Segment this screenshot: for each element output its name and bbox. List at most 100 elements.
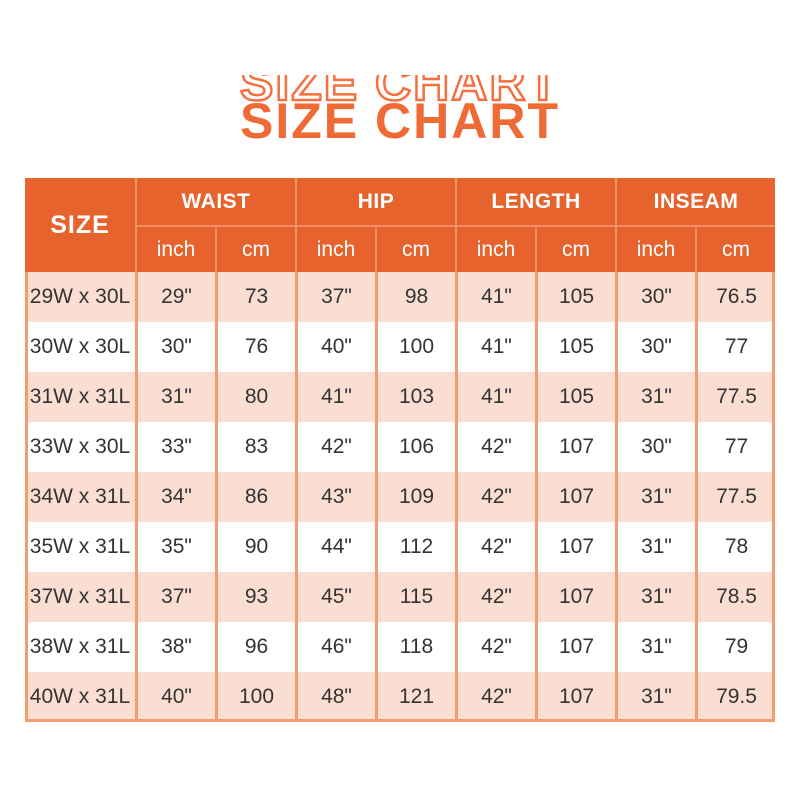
value-cell: 41" xyxy=(295,372,375,422)
header-unit-inseam-cm: cm xyxy=(695,225,775,272)
value-cell: 42" xyxy=(455,422,535,472)
value-cell: 77 xyxy=(695,322,775,372)
value-cell: 105 xyxy=(535,322,615,372)
value-cell: 105 xyxy=(535,372,615,422)
title-block: SIZE CHART SIZE CHART xyxy=(0,0,800,178)
value-cell: 79 xyxy=(695,622,775,672)
value-cell: 46" xyxy=(295,622,375,672)
value-cell: 107 xyxy=(535,472,615,522)
value-cell: 93 xyxy=(215,572,295,622)
value-cell: 42" xyxy=(455,472,535,522)
value-cell: 73 xyxy=(215,272,295,322)
value-cell: 42" xyxy=(455,672,535,722)
value-cell: 80 xyxy=(215,372,295,422)
header-unit-hip-cm: cm xyxy=(375,225,455,272)
value-cell: 29" xyxy=(135,272,215,322)
value-cell: 107 xyxy=(535,522,615,572)
header-group-hip: HIP xyxy=(295,178,455,225)
value-cell: 78.5 xyxy=(695,572,775,622)
size-cell: 40W x 31L xyxy=(25,672,135,722)
size-cell: 29W x 30L xyxy=(25,272,135,322)
value-cell: 40" xyxy=(295,322,375,372)
value-cell: 98 xyxy=(375,272,455,322)
value-cell: 86 xyxy=(215,472,295,522)
value-cell: 77 xyxy=(695,422,775,472)
value-cell: 37" xyxy=(135,572,215,622)
page-title: SIZE CHART xyxy=(240,93,560,149)
header-size: SIZE xyxy=(25,178,135,272)
size-cell: 30W x 30L xyxy=(25,322,135,372)
value-cell: 115 xyxy=(375,572,455,622)
value-cell: 105 xyxy=(535,272,615,322)
value-cell: 42" xyxy=(455,522,535,572)
value-cell: 41" xyxy=(455,322,535,372)
value-cell: 106 xyxy=(375,422,455,472)
value-cell: 34" xyxy=(135,472,215,522)
value-cell: 118 xyxy=(375,622,455,672)
value-cell: 44" xyxy=(295,522,375,572)
header-group-inseam: INSEAM xyxy=(615,178,775,225)
value-cell: 121 xyxy=(375,672,455,722)
value-cell: 31" xyxy=(615,672,695,722)
header-unit-length-inch: inch xyxy=(455,225,535,272)
value-cell: 76.5 xyxy=(695,272,775,322)
value-cell: 37" xyxy=(295,272,375,322)
value-cell: 107 xyxy=(535,672,615,722)
value-cell: 77.5 xyxy=(695,472,775,522)
value-cell: 48" xyxy=(295,672,375,722)
value-cell: 30" xyxy=(135,322,215,372)
value-cell: 78 xyxy=(695,522,775,572)
value-cell: 31" xyxy=(135,372,215,422)
value-cell: 43" xyxy=(295,472,375,522)
header-unit-length-cm: cm xyxy=(535,225,615,272)
value-cell: 76 xyxy=(215,322,295,372)
size-cell: 34W x 31L xyxy=(25,472,135,522)
size-cell: 31W x 31L xyxy=(25,372,135,422)
value-cell: 45" xyxy=(295,572,375,622)
value-cell: 31" xyxy=(615,472,695,522)
value-cell: 41" xyxy=(455,372,535,422)
value-cell: 30" xyxy=(615,422,695,472)
value-cell: 33" xyxy=(135,422,215,472)
value-cell: 77.5 xyxy=(695,372,775,422)
size-cell: 35W x 31L xyxy=(25,522,135,572)
value-cell: 90 xyxy=(215,522,295,572)
value-cell: 31" xyxy=(615,522,695,572)
size-cell: 37W x 31L xyxy=(25,572,135,622)
value-cell: 83 xyxy=(215,422,295,472)
value-cell: 31" xyxy=(615,622,695,672)
table-body: 29W x 30L 29" 73 37" 98 41" 105 30" 76.5 30W x 30… xyxy=(25,272,775,722)
value-cell: 38" xyxy=(135,622,215,672)
header-unit-waist-inch: inch xyxy=(135,225,215,272)
title-outline-text: SIZE CHART xyxy=(239,75,560,103)
table-header: SIZE WAIST HIP LENGTH INSEAM inch cm inc… xyxy=(25,178,775,272)
value-cell: 42" xyxy=(455,572,535,622)
header-unit-inseam-inch: inch xyxy=(615,225,695,272)
header-unit-hip-inch: inch xyxy=(295,225,375,272)
value-cell: 31" xyxy=(615,572,695,622)
value-cell: 96 xyxy=(215,622,295,672)
value-cell: 109 xyxy=(375,472,455,522)
value-cell: 103 xyxy=(375,372,455,422)
value-cell: 107 xyxy=(535,422,615,472)
value-cell: 31" xyxy=(615,372,695,422)
value-cell: 100 xyxy=(375,322,455,372)
value-cell: 112 xyxy=(375,522,455,572)
value-cell: 79.5 xyxy=(695,672,775,722)
value-cell: 40" xyxy=(135,672,215,722)
value-cell: 30" xyxy=(615,322,695,372)
value-cell: 107 xyxy=(535,622,615,672)
value-cell: 100 xyxy=(215,672,295,722)
value-cell: 35" xyxy=(135,522,215,572)
size-cell: 33W x 30L xyxy=(25,422,135,472)
size-cell: 38W x 31L xyxy=(25,622,135,672)
title-outline-label: SIZE CHART xyxy=(240,75,560,103)
value-cell: 42" xyxy=(295,422,375,472)
value-cell: 107 xyxy=(535,572,615,622)
value-cell: 41" xyxy=(455,272,535,322)
size-chart-table: SIZE WAIST HIP LENGTH INSEAM inch cm inc… xyxy=(25,178,775,722)
header-unit-waist-cm: cm xyxy=(215,225,295,272)
value-cell: 30" xyxy=(615,272,695,322)
value-cell: 42" xyxy=(455,622,535,672)
